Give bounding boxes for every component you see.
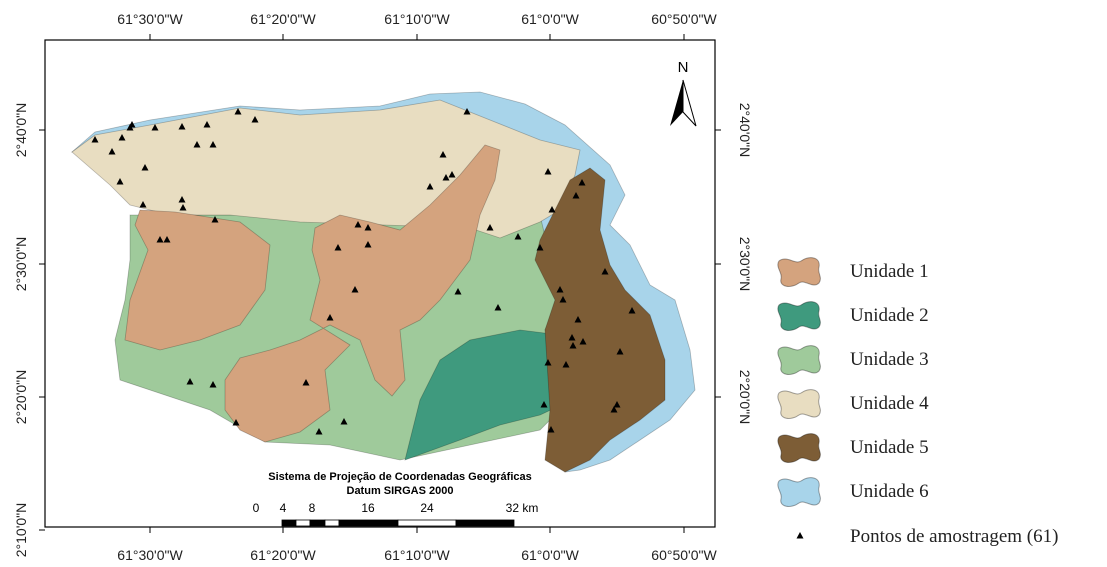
bottom-coord-label: 61°0'0"W xyxy=(521,547,579,563)
scale-label: 32 km xyxy=(506,501,539,515)
scale-segment xyxy=(310,520,325,526)
scale-datum: Datum SIRGAS 2000 xyxy=(347,485,454,497)
scale-segment xyxy=(456,520,514,526)
left-coord-label: 2°20'0"N xyxy=(13,370,29,425)
north-arrow: N xyxy=(670,59,696,126)
scale-bar: Sistema de Projeção de Coordenadas Geogr… xyxy=(268,471,531,497)
legend-label: Unidade 2 xyxy=(850,305,929,326)
legend-swatch xyxy=(778,258,821,287)
bottom-coord-label: 61°10'0"W xyxy=(384,547,450,563)
left-coord-label: 2°10'0"N xyxy=(13,503,29,558)
legend-label: Unidade 4 xyxy=(850,393,929,414)
legend-swatch xyxy=(778,434,821,463)
legend-swatch xyxy=(778,390,821,419)
scale-segment xyxy=(339,520,398,526)
map-area xyxy=(72,92,695,472)
scale-label: 8 xyxy=(309,501,316,515)
scale-label: 0 xyxy=(253,501,260,515)
bottom-coord-label: 61°20'0"W xyxy=(250,547,316,563)
right-coord-label: 2°20'0"N xyxy=(737,370,753,425)
legend-label: Unidade 3 xyxy=(850,349,929,370)
left-coord-label: 2°40'0"N xyxy=(13,103,29,158)
legend-points-label: Pontos de amostragem (61) xyxy=(850,526,1058,547)
legend-swatch xyxy=(778,302,821,331)
scale-title: Sistema de Projeção de Coordenadas Geogr… xyxy=(268,471,531,483)
north-label: N xyxy=(678,59,689,76)
right-coord-label: 2°40'0"N xyxy=(737,103,753,158)
legend-swatch xyxy=(778,478,821,507)
bottom-coord-label: 60°50'0"W xyxy=(651,547,717,563)
top-coord-label: 61°20'0"W xyxy=(250,11,316,27)
left-coord-label: 2°30'0"N xyxy=(13,237,29,292)
top-coord-label: 61°10'0"W xyxy=(384,11,450,27)
top-coord-label: 60°50'0"W xyxy=(651,11,717,27)
scale-label: 4 xyxy=(280,501,287,515)
map-figure: N Sistema de Projeção de Coordenadas Geo… xyxy=(0,0,1107,567)
scale-label: 16 xyxy=(361,501,375,515)
legend-point-symbol xyxy=(797,532,804,539)
legend-label: Unidade 5 xyxy=(850,437,929,458)
scale-label: 24 xyxy=(420,501,434,515)
scale-segment xyxy=(282,520,296,526)
bottom-coord-label: 61°30'0"W xyxy=(117,547,183,563)
top-coord-label: 61°30'0"W xyxy=(117,11,183,27)
legend: Unidade 1 Unidade 2 Unidade 3 Unidade 4 Unid… xyxy=(778,258,1059,547)
legend-swatch xyxy=(778,346,821,375)
legend-label: Unidade 6 xyxy=(850,481,929,502)
scale-segment xyxy=(325,520,339,526)
scale-segment xyxy=(296,520,310,526)
top-coord-label: 61°0'0"W xyxy=(521,11,579,27)
legend-label: Unidade 1 xyxy=(850,261,929,282)
right-coord-label: 2°30'0"N xyxy=(737,237,753,292)
scale-segment xyxy=(398,520,456,526)
